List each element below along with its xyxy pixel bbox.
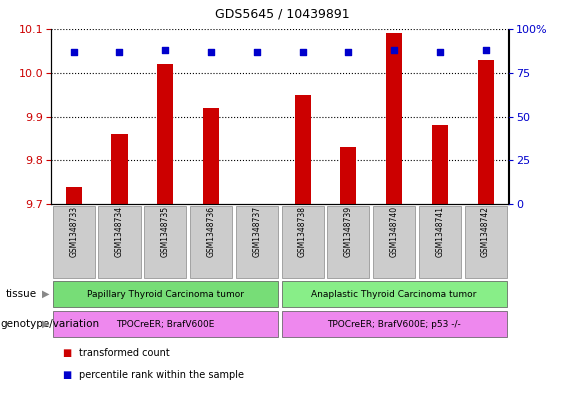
Bar [327, 206, 370, 277]
Bar [340, 147, 357, 204]
Bar [203, 108, 219, 204]
Text: ▶: ▶ [42, 289, 49, 299]
Text: GSM1348739: GSM1348739 [344, 206, 353, 257]
Text: TPOCreER; BrafV600E; p53 -/-: TPOCreER; BrafV600E; p53 -/- [327, 320, 461, 329]
Text: percentile rank within the sample: percentile rank within the sample [79, 370, 244, 380]
Point [344, 49, 353, 55]
Text: genotype/variation: genotype/variation [1, 319, 99, 329]
Point [69, 49, 78, 55]
Text: GSM1348740: GSM1348740 [390, 206, 398, 257]
Bar [53, 281, 278, 307]
Bar [98, 206, 141, 277]
Bar [53, 311, 278, 337]
Bar [281, 311, 507, 337]
Text: ▶: ▶ [42, 319, 49, 329]
Point [435, 49, 444, 55]
Bar [281, 206, 324, 277]
Bar [386, 33, 402, 204]
Text: Papillary Thyroid Carcinoma tumor: Papillary Thyroid Carcinoma tumor [87, 290, 244, 299]
Text: transformed count: transformed count [79, 348, 170, 358]
Bar [157, 64, 173, 204]
Bar [111, 134, 128, 204]
Point [206, 49, 215, 55]
Text: ■: ■ [62, 348, 71, 358]
Text: TPOCreER; BrafV600E: TPOCreER; BrafV600E [116, 320, 215, 329]
Point [160, 47, 170, 53]
Bar [373, 206, 415, 277]
Bar [419, 206, 461, 277]
Text: GSM1348737: GSM1348737 [253, 206, 261, 257]
Text: GSM1348741: GSM1348741 [436, 206, 444, 257]
Bar [190, 206, 232, 277]
Text: GSM1348742: GSM1348742 [481, 206, 490, 257]
Point [252, 49, 261, 55]
Point [389, 47, 398, 53]
Bar [66, 187, 82, 204]
Bar [294, 95, 311, 204]
Text: ■: ■ [62, 370, 71, 380]
Text: GSM1348738: GSM1348738 [298, 206, 307, 257]
Bar [464, 206, 507, 277]
Point [115, 49, 124, 55]
Text: GSM1348736: GSM1348736 [207, 206, 215, 257]
Point [298, 49, 307, 55]
Bar [477, 60, 494, 204]
Bar [281, 281, 507, 307]
Text: GSM1348733: GSM1348733 [69, 206, 78, 257]
Bar [53, 206, 95, 277]
Bar [236, 206, 278, 277]
Bar [432, 125, 448, 204]
Text: GSM1348734: GSM1348734 [115, 206, 124, 257]
Bar [144, 206, 186, 277]
Point [481, 47, 490, 53]
Text: GDS5645 / 10439891: GDS5645 / 10439891 [215, 7, 350, 20]
Text: tissue: tissue [6, 289, 37, 299]
Text: Anaplastic Thyroid Carcinoma tumor: Anaplastic Thyroid Carcinoma tumor [311, 290, 477, 299]
Text: GSM1348735: GSM1348735 [161, 206, 169, 257]
